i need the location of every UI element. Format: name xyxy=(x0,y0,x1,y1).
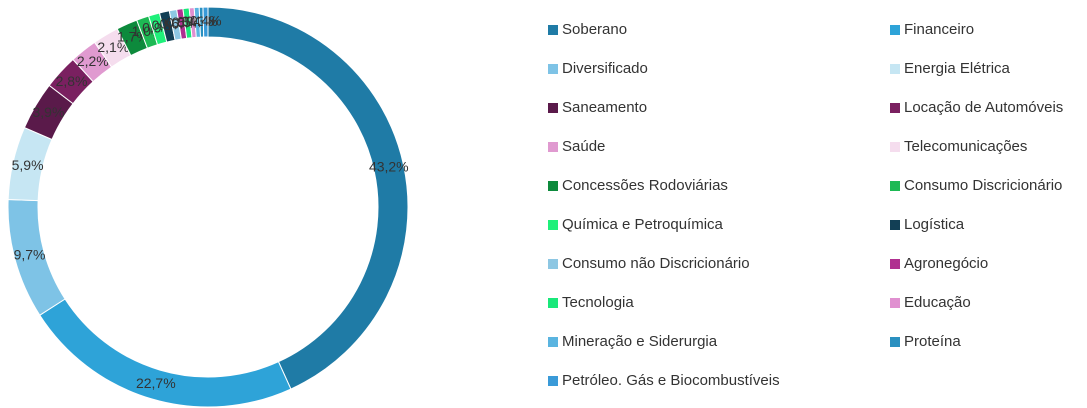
legend-swatch xyxy=(548,25,558,35)
legend-label: Telecomunicações xyxy=(904,138,1027,155)
legend-label: Financeiro xyxy=(904,21,974,38)
legend-swatch xyxy=(890,142,900,152)
data-label: 9,7% xyxy=(14,247,46,263)
legend-swatch xyxy=(890,259,900,269)
donut-slice xyxy=(207,6,409,390)
legend-label: Energia Elétrica xyxy=(904,60,1011,77)
legend-swatch xyxy=(548,142,558,152)
legend-label: Locação de Automóveis xyxy=(904,99,1063,116)
legend-swatch xyxy=(890,298,900,308)
legend-label: Soberano xyxy=(562,21,627,38)
legend-label: Diversificado xyxy=(562,60,648,77)
legend-swatch xyxy=(890,337,900,347)
legend-label: Proteína xyxy=(904,333,961,350)
legend-label: Química e Petroquímica xyxy=(562,216,724,233)
legend-swatch xyxy=(890,25,900,35)
data-label: 3,9% xyxy=(33,104,65,120)
data-label: 0,4% xyxy=(190,13,222,29)
legend-swatch xyxy=(890,103,900,113)
legend-label: Saneamento xyxy=(562,99,647,116)
legend-swatch xyxy=(548,220,558,230)
legend-swatch xyxy=(548,64,558,74)
legend-label: Saúde xyxy=(562,138,605,155)
legend-label: Petróleo. Gás e Biocombustíveis xyxy=(562,372,780,389)
legend-swatch xyxy=(548,337,558,347)
legend-swatch xyxy=(890,64,900,74)
legend-label: Logística xyxy=(904,216,965,233)
data-label: 1,7% xyxy=(117,29,149,45)
legend-swatch xyxy=(548,376,558,386)
legend-label: Agronegócio xyxy=(904,255,988,272)
legend-label: Consumo não Discricionário xyxy=(562,255,750,272)
legend-label: Mineração e Siderurgia xyxy=(562,333,718,350)
legend-swatch xyxy=(548,298,558,308)
data-label: 2,2% xyxy=(77,53,109,69)
legend-label: Tecnologia xyxy=(562,294,634,311)
legend-swatch xyxy=(890,181,900,191)
data-label: 43,2% xyxy=(369,158,409,174)
legend-label: Educação xyxy=(904,294,971,311)
legend-swatch xyxy=(890,220,900,230)
data-label: 22,7% xyxy=(136,375,176,391)
legend-label: Concessões Rodoviárias xyxy=(562,177,728,194)
legend-swatch xyxy=(548,181,558,191)
data-label: 0,3% xyxy=(186,13,218,29)
data-label: 5,9% xyxy=(12,157,44,173)
legend-swatch xyxy=(548,103,558,113)
legend-label: Consumo Discricionário xyxy=(904,177,1062,194)
data-label: 2,8% xyxy=(56,73,88,89)
legend-swatch xyxy=(548,259,558,269)
donut-slice xyxy=(202,6,209,38)
data-label: 2,1% xyxy=(97,39,129,55)
